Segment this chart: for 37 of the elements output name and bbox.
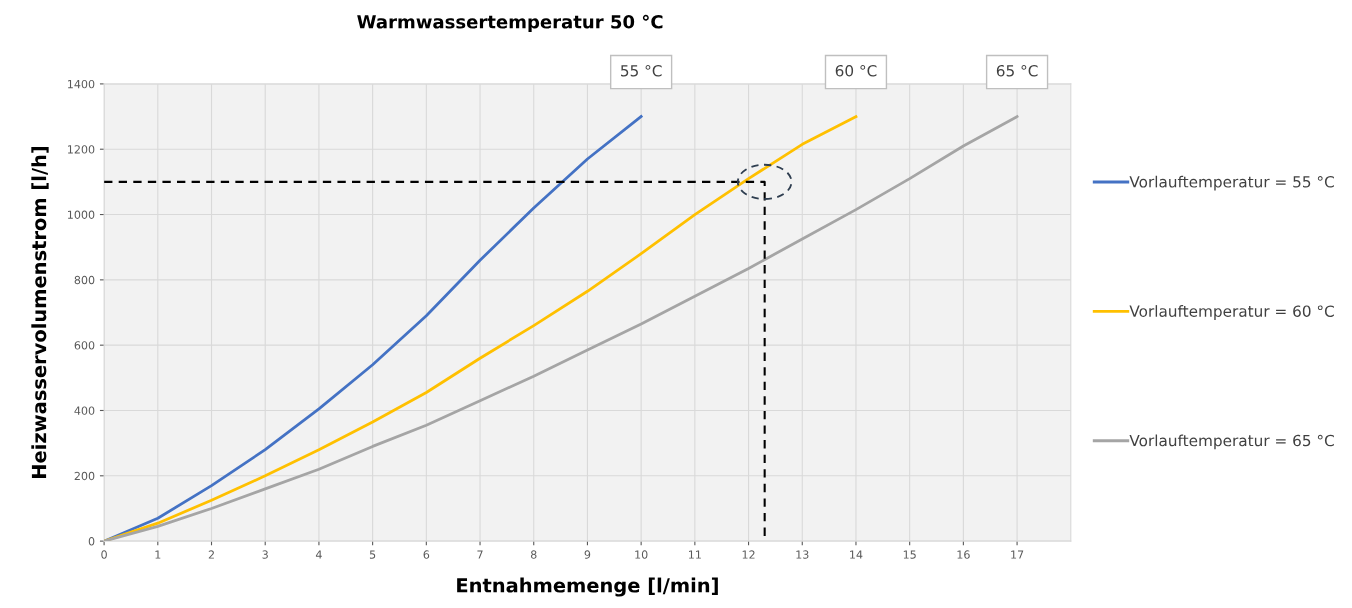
x-tick-label: 0 (101, 550, 107, 559)
y-tick-label: 1000 (68, 210, 95, 219)
x-tick-label: 10 (635, 550, 648, 559)
x-tick-label: 15 (903, 550, 916, 559)
annotation: 55 °C (621, 64, 662, 77)
x-tick-label: 3 (262, 550, 268, 559)
y-tick-label: 1400 (68, 79, 95, 89)
x-tick-label: 13 (796, 550, 809, 559)
legend-label: Vorlauftemperatur = 55 °C (1129, 175, 1334, 191)
y-tick-label: 0 (88, 537, 95, 546)
y-tick-label: 800 (74, 275, 95, 285)
x-tick-label: 5 (369, 550, 376, 559)
y-tick-label: 200 (74, 471, 95, 481)
annotation: 60 °C (835, 64, 877, 77)
y-tick-label: 600 (74, 341, 95, 350)
legend-label: Vorlauftemperatur = 65 °C (1129, 434, 1334, 450)
x-tick-label: 11 (689, 550, 701, 559)
x-tick-label: 8 (530, 550, 537, 559)
x-tick-label: 6 (423, 550, 430, 559)
x-tick-label: 4 (315, 550, 322, 559)
chart-title: Warmwassertemperatur 50 °C (357, 14, 663, 33)
x-tick-label: 16 (957, 550, 970, 559)
x-tick-label: 12 (742, 550, 755, 559)
y-tick-label: 1200 (68, 145, 95, 154)
line-series (104, 115, 1019, 542)
x-axis-title: Entnahmemenge [l/min] (457, 577, 718, 597)
x-tick-label: 17 (1011, 550, 1024, 559)
legend-label: Vorlauftemperatur = 60 °C (1129, 305, 1334, 320)
line-series (104, 115, 643, 542)
x-tick-label: 14 (850, 550, 863, 559)
x-tick-label: 9 (584, 550, 591, 559)
x-tick-label: 2 (208, 550, 214, 559)
annotation: 65 °C (996, 64, 1038, 77)
y-tick-label: 400 (74, 406, 95, 415)
x-tick-label: 7 (477, 550, 483, 559)
x-tick-label: 1 (155, 550, 161, 559)
y-axis-title: Heizwasservolumenstrom [l/h] (31, 146, 49, 478)
